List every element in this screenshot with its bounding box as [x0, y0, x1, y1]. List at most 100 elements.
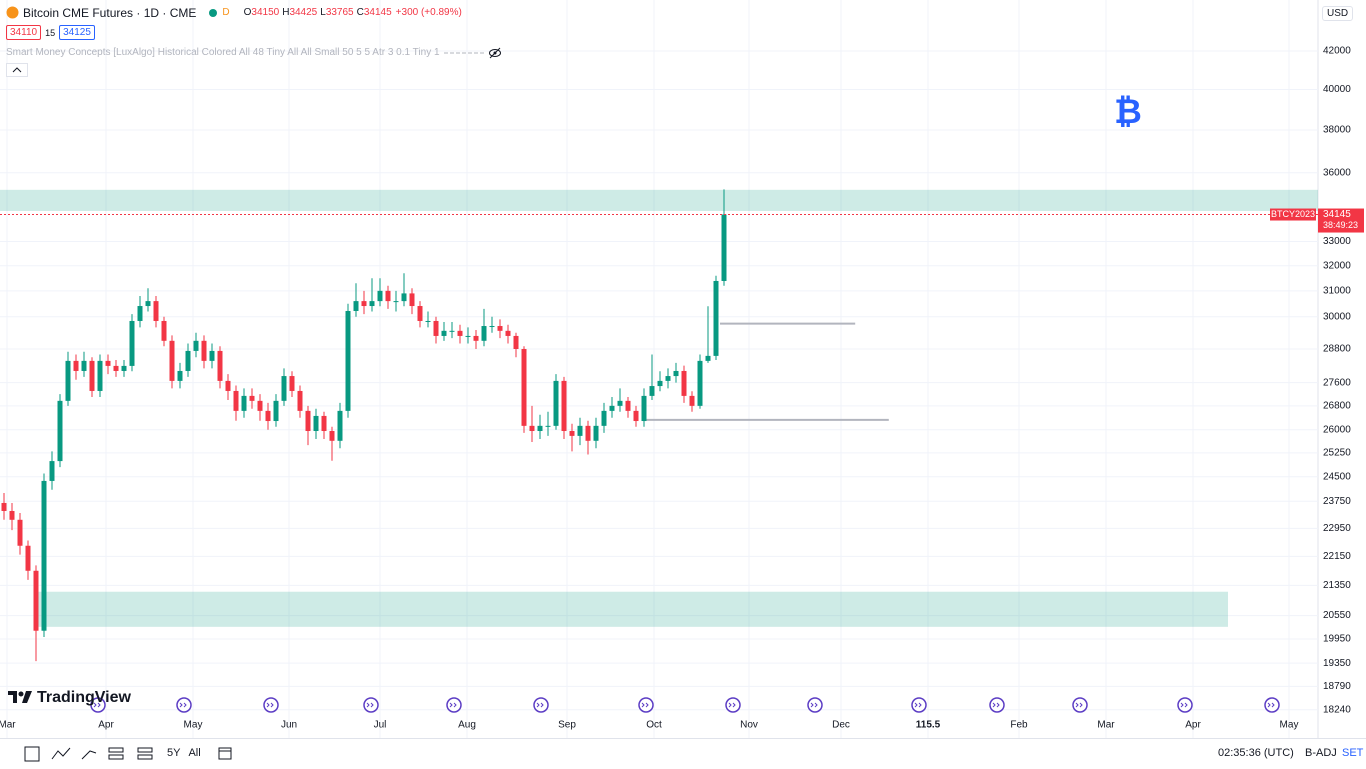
trade-row: 34110 15 34125	[6, 24, 502, 41]
candle-body	[545, 425, 551, 427]
chart: ₿ 42000 40000 38000 36000 33000 32000 31000 3000…	[0, 0, 1364, 738]
countdown: 38:49:23	[1323, 220, 1358, 230]
candle-body	[713, 280, 719, 356]
candle-body	[585, 425, 591, 441]
x-tick-label: Aug	[458, 720, 476, 731]
candle-body	[33, 570, 39, 631]
candle-body	[169, 340, 175, 381]
signal-marker[interactable]	[725, 697, 741, 713]
candle-body	[409, 293, 415, 307]
signal-marker[interactable]	[90, 697, 106, 713]
candle-body	[689, 395, 695, 406]
y-tick-label: 21350	[1323, 580, 1351, 591]
candle-body	[537, 425, 543, 432]
signal-marker[interactable]	[176, 697, 192, 713]
candle-body	[497, 326, 503, 331]
signal-marker[interactable]	[446, 697, 462, 713]
signal-arrow	[810, 702, 818, 708]
zone	[0, 189, 1318, 211]
candle-body	[609, 405, 615, 411]
candle-body	[289, 376, 295, 391]
y-tick-label: 24500	[1323, 471, 1351, 482]
range-button[interactable]: 5Y	[167, 747, 181, 759]
candle-body	[601, 410, 607, 426]
candle-body	[185, 350, 191, 371]
candle-body	[105, 360, 111, 366]
logo-icon	[8, 691, 32, 703]
x-tick-label: 115.5	[916, 720, 941, 731]
indicator: Smart Money Concepts [LuxAlgo] Historica…	[6, 47, 440, 58]
signal-arrow	[366, 702, 374, 708]
tool-icons	[24, 746, 153, 762]
candle-body	[385, 290, 391, 302]
candle-body	[569, 431, 575, 436]
date-range-icon[interactable]	[217, 745, 233, 761]
signal-marker[interactable]	[911, 697, 927, 713]
clock: 02:35:36 (UTC)	[1218, 747, 1294, 759]
y-tick-label: 40000	[1323, 84, 1351, 95]
watermark: ₿	[1114, 93, 1142, 131]
eye-icon[interactable]	[488, 47, 502, 59]
signal-marker[interactable]	[1264, 697, 1280, 713]
signal-arrow	[914, 702, 922, 708]
candle-body	[1, 502, 7, 511]
signal-marker[interactable]	[989, 697, 1005, 713]
grid	[0, 0, 1318, 738]
signal-marker[interactable]	[533, 697, 549, 713]
candle-body	[297, 390, 303, 411]
candle-body	[377, 290, 383, 302]
signal-arrow	[992, 702, 1000, 708]
x-tick-label: Oct	[646, 720, 662, 731]
session[interactable]: SET	[1342, 747, 1364, 759]
candle-body	[617, 400, 623, 406]
candle-body	[577, 425, 583, 436]
candle-body	[417, 306, 423, 321]
candle-body	[265, 410, 271, 422]
candle-body	[361, 301, 367, 307]
last-price-box	[1318, 208, 1364, 233]
candle-body	[345, 310, 351, 411]
candle-body	[697, 360, 703, 406]
y-tick-label: 27600	[1323, 377, 1351, 388]
sell-price[interactable]: 34110	[6, 25, 42, 40]
currency[interactable]: USD	[1322, 6, 1354, 21]
candle-body	[153, 301, 159, 321]
signal-marker[interactable]	[1072, 697, 1088, 713]
candle-body	[481, 326, 487, 341]
candle-body	[89, 360, 95, 391]
candle-body	[353, 301, 359, 311]
y-tick-label: 20550	[1323, 610, 1351, 621]
signal-marker[interactable]	[263, 697, 279, 713]
signal-arrow	[93, 702, 101, 708]
ohlc: O 34150 H 34425 L 33765 C 34145	[244, 7, 392, 18]
candle-body	[705, 355, 711, 361]
signal-arrow	[1075, 702, 1083, 708]
candle-body	[673, 370, 679, 377]
candle-body	[665, 376, 671, 381]
ohlc-label: O	[243, 7, 252, 18]
collapse-button[interactable]	[6, 62, 28, 77]
candle-body	[97, 360, 103, 391]
y-tick-label: 22950	[1323, 523, 1351, 534]
signal-marker[interactable]	[807, 697, 823, 713]
candle-body	[9, 510, 15, 520]
y-tick-label: 18790	[1323, 681, 1351, 692]
range-button[interactable]: All	[188, 747, 201, 759]
signal-marker[interactable]	[1177, 697, 1193, 713]
zone	[38, 591, 1228, 627]
candle-body	[25, 545, 31, 571]
x-tick-label: Dec	[832, 720, 850, 731]
candle-body	[649, 386, 655, 396]
y-tick-label: 36000	[1323, 167, 1351, 178]
candle-body	[81, 360, 87, 371]
signal-marker[interactable]	[363, 697, 379, 713]
candle-body	[457, 330, 463, 336]
indicator-lines	[443, 52, 484, 53]
signal-arrow	[536, 702, 544, 708]
adjustment[interactable]: B-ADJ	[1305, 747, 1337, 759]
signal-marker[interactable]	[638, 697, 654, 713]
buy-price[interactable]: 34125	[59, 25, 95, 40]
x-tick-label: Mar	[0, 720, 16, 731]
candle-body	[225, 380, 231, 391]
candle-body	[449, 330, 455, 332]
